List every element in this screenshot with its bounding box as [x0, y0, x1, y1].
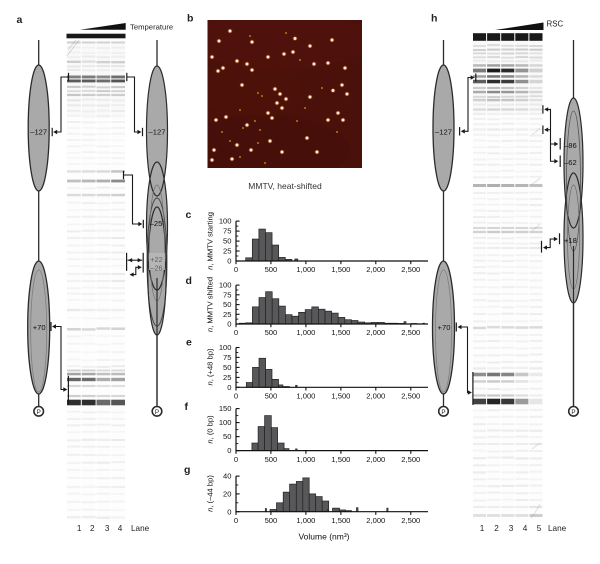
svg-text:h: h [431, 13, 437, 25]
svg-text:2,000: 2,000 [366, 328, 385, 337]
svg-text:P: P [37, 409, 41, 416]
svg-text:2,000: 2,000 [366, 516, 385, 525]
svg-text:2: 2 [494, 524, 499, 533]
svg-text:+22: +22 [150, 255, 162, 264]
svg-text:1,000: 1,000 [296, 265, 315, 274]
svg-text:n, MMTV shifted: n, MMTV shifted [206, 277, 215, 332]
svg-text:25: 25 [223, 247, 231, 256]
svg-text:2,500: 2,500 [401, 265, 420, 274]
svg-text:2,500: 2,500 [401, 328, 420, 337]
svg-text:100: 100 [219, 217, 232, 226]
svg-text:0: 0 [227, 446, 231, 455]
svg-text:25: 25 [223, 310, 231, 319]
svg-text:b: b [187, 13, 193, 25]
svg-text:1,500: 1,500 [331, 265, 350, 274]
svg-text:1,000: 1,000 [296, 392, 315, 401]
svg-text:1,500: 1,500 [331, 328, 350, 337]
svg-text:3: 3 [509, 524, 514, 533]
svg-text:Lane: Lane [131, 524, 150, 533]
svg-text:–127: –127 [435, 128, 452, 137]
svg-text:0: 0 [234, 455, 238, 464]
svg-text:4: 4 [523, 524, 528, 533]
svg-text:75: 75 [223, 290, 231, 299]
svg-text:5: 5 [537, 524, 542, 533]
svg-text:d: d [186, 275, 192, 287]
svg-text:20: 20 [223, 490, 231, 499]
svg-text:Volume (nm³): Volume (nm³) [298, 532, 349, 542]
svg-text:c: c [186, 209, 192, 221]
svg-text:500: 500 [265, 455, 278, 464]
svg-text:40: 40 [223, 472, 231, 481]
svg-text:3: 3 [105, 524, 110, 533]
svg-text:100: 100 [219, 418, 232, 427]
svg-text:0: 0 [227, 257, 231, 266]
svg-text:75: 75 [223, 227, 231, 236]
svg-text:2,000: 2,000 [366, 265, 385, 274]
svg-text:100: 100 [219, 281, 232, 290]
svg-text:P: P [155, 409, 159, 416]
svg-text:P: P [441, 409, 445, 416]
svg-text:–127: –127 [149, 128, 166, 137]
svg-text:–26: –26 [150, 264, 162, 273]
svg-text:75: 75 [223, 353, 231, 362]
svg-text:–86: –86 [564, 141, 577, 150]
svg-text:–62: –62 [564, 158, 577, 167]
svg-text:1,000: 1,000 [296, 516, 315, 525]
svg-text:Temperature: Temperature [130, 22, 173, 31]
svg-text:50: 50 [223, 363, 231, 372]
svg-text:25: 25 [223, 373, 231, 382]
svg-text:n, (+48 bp): n, (+48 bp) [206, 348, 215, 385]
svg-text:–127: –127 [30, 128, 47, 137]
svg-text:n, (–44 bp): n, (–44 bp) [206, 475, 215, 512]
svg-text:+70: +70 [438, 323, 451, 332]
svg-text:P: P [571, 409, 575, 416]
svg-text:0: 0 [234, 265, 238, 274]
svg-text:150: 150 [219, 404, 232, 413]
svg-text:g: g [184, 464, 190, 476]
svg-text:f: f [185, 401, 189, 413]
svg-text:2,000: 2,000 [366, 392, 385, 401]
svg-text:500: 500 [265, 516, 278, 525]
svg-text:+18: +18 [564, 236, 577, 245]
svg-text:RSC: RSC [547, 19, 564, 28]
svg-text:0: 0 [227, 507, 231, 516]
svg-text:500: 500 [265, 328, 278, 337]
svg-text:100: 100 [219, 343, 232, 352]
svg-text:e: e [186, 337, 192, 349]
svg-text:2,500: 2,500 [401, 455, 420, 464]
svg-text:n, MMTV starting: n, MMTV starting [206, 212, 215, 270]
svg-text:MMTV, heat-shifted: MMTV, heat-shifted [248, 181, 322, 191]
svg-text:500: 500 [265, 265, 278, 274]
svg-text:1,500: 1,500 [331, 516, 350, 525]
svg-text:2,000: 2,000 [366, 455, 385, 464]
svg-text:1,000: 1,000 [296, 328, 315, 337]
svg-text:a: a [17, 14, 23, 26]
svg-text:1: 1 [480, 524, 485, 533]
svg-text:500: 500 [265, 392, 278, 401]
svg-text:1: 1 [77, 524, 82, 533]
svg-text:+70: +70 [33, 323, 46, 332]
svg-text:0: 0 [227, 383, 231, 392]
svg-text:50: 50 [223, 432, 231, 441]
svg-text:n, (0 bp): n, (0 bp) [206, 415, 215, 444]
svg-text:1,000: 1,000 [296, 455, 315, 464]
svg-text:–25: –25 [150, 219, 163, 228]
svg-text:0: 0 [234, 516, 238, 525]
svg-text:4: 4 [118, 524, 123, 533]
svg-text:50: 50 [223, 300, 231, 309]
svg-text:0: 0 [227, 320, 231, 329]
svg-text:1,500: 1,500 [331, 392, 350, 401]
svg-text:2: 2 [90, 524, 95, 533]
svg-text:1,500: 1,500 [331, 455, 350, 464]
svg-text:Lane: Lane [548, 524, 567, 533]
svg-text:0: 0 [234, 328, 238, 337]
svg-text:2,500: 2,500 [401, 392, 420, 401]
svg-text:0: 0 [234, 392, 238, 401]
svg-text:2,500: 2,500 [401, 516, 420, 525]
svg-text:50: 50 [223, 237, 231, 246]
